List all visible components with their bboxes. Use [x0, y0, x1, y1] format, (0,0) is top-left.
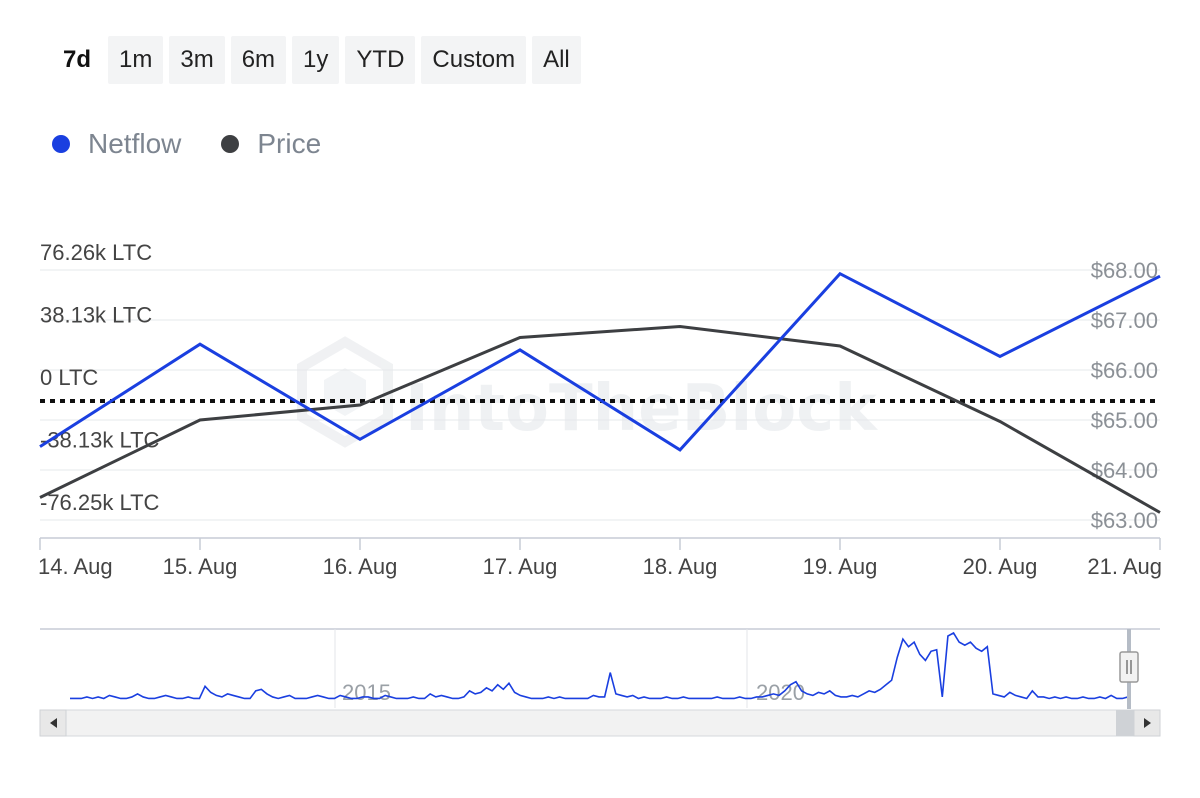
watermark-logo-icon: [297, 336, 393, 448]
left-tick-label: 0 LTC: [40, 365, 98, 390]
range-button-6m[interactable]: 6m: [230, 36, 287, 84]
x-tick-label: 16. Aug: [323, 554, 398, 579]
right-tick-label: $67.00: [1091, 308, 1158, 333]
chart-legend: Netflow Price: [52, 128, 321, 160]
left-tick-label: 38.13k LTC: [40, 303, 152, 328]
x-tick-label: 14. Aug: [38, 554, 113, 579]
right-axis: $68.00$67.00$66.00$65.00$64.00$63.00: [1091, 258, 1158, 533]
time-range-selector: 7d 1m 3m 6m 1y YTD Custom All: [52, 36, 581, 84]
legend-label-price: Price: [257, 128, 322, 159]
navigator-scrollbar-thumb[interactable]: [1116, 710, 1134, 736]
navigator-handle-box[interactable]: [1119, 651, 1139, 683]
right-tick-label: $63.00: [1091, 508, 1158, 533]
range-button-ytd[interactable]: YTD: [345, 36, 416, 84]
x-tick-label: 20. Aug: [963, 554, 1038, 579]
left-tick-label: -76.25k LTC: [40, 490, 160, 515]
navigator-scrollbar-track[interactable]: [39, 709, 1161, 737]
range-button-1y[interactable]: 1y: [292, 36, 340, 84]
navigator-series-line: [70, 631, 1129, 700]
right-tick-label: $68.00: [1091, 258, 1158, 283]
legend-dot-netflow: [52, 135, 70, 153]
right-tick-label: $66.00: [1091, 358, 1158, 383]
series-line-price: [39, 324, 1161, 514]
arrow-left-icon: [50, 718, 57, 728]
legend-item-netflow[interactable]: Netflow: [52, 128, 181, 160]
navigator: 2015 2020: [39, 628, 1161, 737]
legend-dot-price: [221, 135, 240, 153]
x-tick-label: 18. Aug: [643, 554, 718, 579]
range-button-7d[interactable]: 7d: [52, 36, 102, 84]
grid-lines: [40, 269, 1160, 521]
range-button-custom[interactable]: Custom: [421, 36, 527, 84]
legend-label-netflow: Netflow: [88, 128, 182, 159]
watermark: IntoTheBlock: [297, 336, 878, 448]
x-tick-label: 19. Aug: [803, 554, 878, 579]
right-tick-label: $65.00: [1091, 408, 1158, 433]
watermark-text: IntoTheBlock: [405, 372, 878, 446]
x-tick-label: 17. Aug: [483, 554, 558, 579]
x-axis: 14. Aug 15. Aug 16. Aug 17. Aug 18. Aug 19. A…: [38, 537, 1162, 579]
navigator-year-label: 2015: [342, 680, 391, 705]
series-line-netflow: [39, 271, 1161, 452]
left-tick-label: 76.26k LTC: [40, 240, 152, 265]
legend-item-price[interactable]: Price: [221, 128, 321, 160]
range-button-1m[interactable]: 1m: [108, 36, 164, 84]
arrow-right-icon: [1144, 718, 1151, 728]
range-button-all[interactable]: All: [532, 36, 581, 84]
x-tick-label: 15. Aug: [163, 554, 238, 579]
x-tick-label: 21. Aug: [1087, 554, 1162, 579]
range-button-3m[interactable]: 3m: [169, 36, 225, 84]
navigator-handle[interactable]: [1119, 651, 1139, 683]
